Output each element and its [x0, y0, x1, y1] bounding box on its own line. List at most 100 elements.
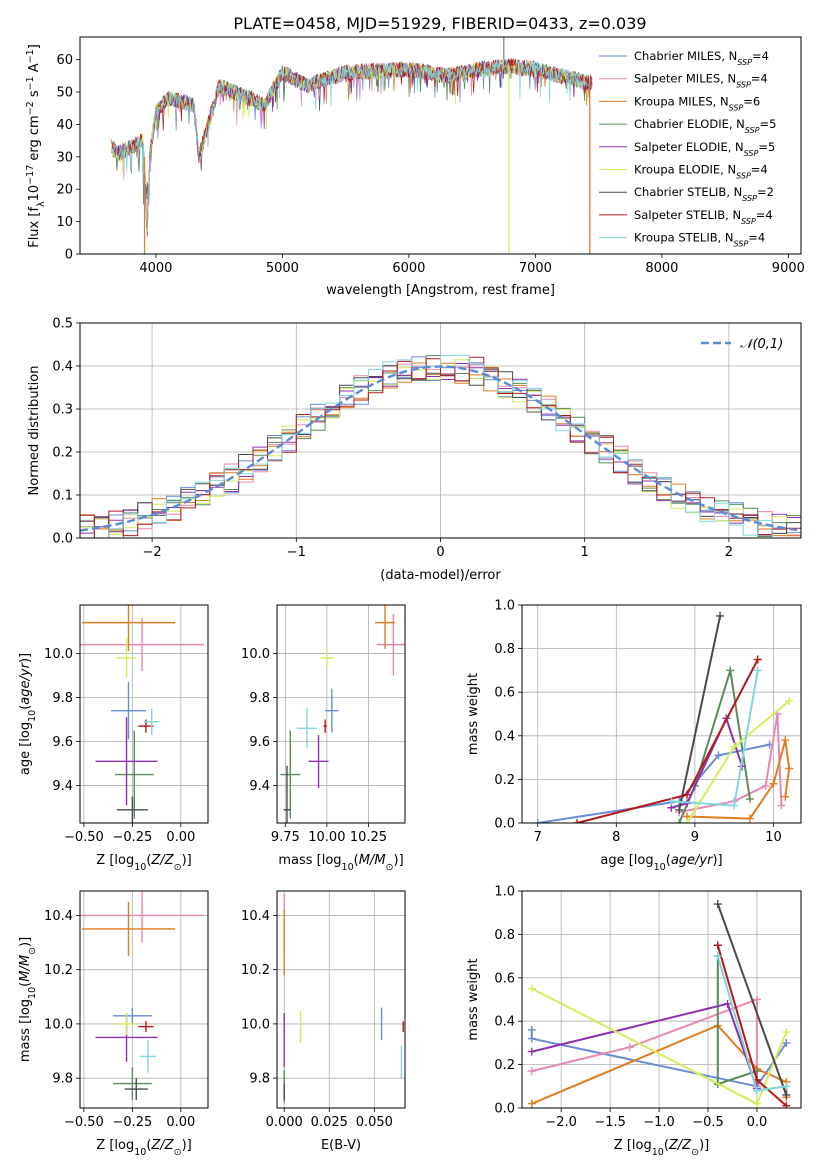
y-tick-label: 9.8 — [52, 1072, 73, 1087]
y-tick-label: 10.2 — [44, 963, 73, 978]
legend-sub: SSP — [736, 171, 751, 180]
panel-mass-weight-vs-Z: −2.0 −1.5 −1.0 −0.5 0.0 0.0 0.2 0.4 0.6 0.8 1.0 Z [… — [466, 885, 802, 1158]
label-part: age/yr — [671, 853, 714, 868]
legend-name: Chabrier MILES, N — [634, 49, 737, 63]
y-tick-label: 9.8 — [249, 1072, 270, 1087]
legend-label: Chabrier STELIB, NSSP=2 — [634, 185, 774, 203]
y-axis-label: mass [log10(M/M⊙)] — [18, 937, 38, 1062]
label-part: λ — [36, 201, 47, 207]
x-tick-label: 9000 — [772, 261, 805, 276]
label-part: age [log — [600, 853, 653, 868]
y-tick-label: 0.2 — [494, 773, 515, 788]
spectrum-line-8 — [111, 59, 591, 230]
x-tick-label: 4000 — [139, 261, 172, 276]
weight-marker-2 — [527, 1099, 536, 1108]
label-part: ( — [146, 853, 151, 868]
label-part: mass [log — [18, 999, 33, 1062]
y-tick-label: 1.0 — [494, 599, 515, 614]
x-tick-label: −1.5 — [594, 1115, 626, 1130]
weight-marker-7 — [782, 1101, 791, 1108]
y-tick-label: 0.2 — [494, 1058, 515, 1073]
label-part: ⊙ — [174, 862, 182, 873]
weight-marker-6 — [713, 900, 722, 909]
label-part: ( — [146, 1138, 151, 1153]
axes-frame — [79, 36, 802, 255]
panel-residual-hist: −2 −1 0 1 2 0.0 0.1 0.2 0.3 0.4 0.5 (data-model)/er… — [27, 317, 802, 583]
label-part: ( — [18, 705, 33, 710]
y-tick-label: 20 — [56, 183, 73, 198]
label-part: 10 — [27, 185, 42, 202]
x-tick-label: 5000 — [266, 261, 299, 276]
label-part: )] — [699, 1138, 709, 1153]
weight-line-0 — [530, 1029, 788, 1088]
label-part: 10 — [27, 710, 38, 722]
legend-value: =6 — [743, 94, 760, 108]
weight-marker-6 — [716, 611, 725, 620]
y-tick-label: 0.2 — [52, 446, 73, 461]
label-part: 10 — [134, 1147, 146, 1158]
x-tick-label: −0.50 — [64, 1115, 104, 1130]
y-tick-label: 0.0 — [494, 1102, 515, 1117]
y-tick-label: 0.6 — [494, 686, 515, 701]
figure-title: PLATE=0458, MJD=51929, FIBERID=0433, z=0… — [233, 14, 646, 33]
x-axis-label: wavelength [Angstrom, rest frame] — [326, 283, 555, 298]
label-part: ⊙ — [27, 947, 38, 955]
y-axis-label: age [log10(age/yr)] — [18, 653, 38, 775]
axes-frame — [79, 604, 209, 824]
label-part: −1 — [25, 49, 36, 63]
label-part: Z [log — [96, 1138, 134, 1153]
y-tick-label: 9.8 — [249, 691, 270, 706]
y-tick-label: 0.4 — [52, 360, 73, 375]
legend-name: Salpeter STELIB, N — [634, 208, 741, 222]
legend-label: Salpeter MILES, NSSP=4 — [634, 72, 768, 90]
weight-marker-2 — [781, 736, 790, 745]
weight-marker-1 — [752, 995, 761, 1004]
weight-marker-0 — [782, 1038, 791, 1047]
weight-line-1 — [531, 998, 758, 1087]
label-part: )] — [712, 853, 722, 868]
panel-mass-vs-Z: −0.50 −0.25 0.009.810.010.210.4Z [log10(Z/… — [18, 890, 209, 1158]
legend-label: Kroupa ELODIE, NSSP=4 — [634, 163, 768, 181]
y-tick-label: 0.1 — [52, 489, 73, 504]
legend-value: =4 — [751, 72, 768, 86]
legend-label: Chabrier MILES, NSSP=4 — [634, 49, 769, 67]
x-tick-label: 0.025 — [311, 1115, 348, 1130]
label-part: erg cm — [27, 115, 42, 164]
y-tick-label: 1.0 — [494, 885, 515, 900]
x-tick-label: 0.0 — [747, 1115, 768, 1130]
label-part: ( — [18, 982, 33, 987]
label-part: E(B-V) — [321, 1138, 361, 1153]
label-part: Z/Z — [150, 853, 174, 868]
legend-name: Salpeter MILES, N — [634, 72, 736, 86]
y-tick-label: 30 — [56, 150, 73, 165]
x-tick-label: 10.00 — [308, 830, 345, 845]
weight-marker-5 — [730, 742, 739, 751]
axes-frame — [276, 890, 406, 1109]
y-axis-label: mass weight — [466, 958, 481, 1040]
x-axis-label: (data-model)/error — [380, 568, 501, 583]
weight-marker-1 — [761, 781, 770, 790]
y-tick-label: 0.3 — [52, 403, 73, 418]
axes-frame — [79, 322, 802, 539]
weight-line-6 — [678, 615, 722, 811]
weight-marker-2 — [745, 814, 754, 823]
y-tick-label: 9.6 — [52, 735, 73, 750]
y-tick-label: 50 — [56, 86, 73, 101]
legend-sub: SSP — [742, 194, 757, 203]
x-tick-label: −1.0 — [643, 1115, 675, 1130]
label-part: ( — [354, 853, 359, 868]
x-tick-label: 7000 — [519, 261, 552, 276]
weight-marker-0 — [527, 1025, 536, 1034]
axes-frame — [276, 604, 406, 824]
weight-marker-3 — [726, 666, 735, 675]
x-tick-label: 0.00 — [166, 1115, 195, 1130]
y-tick-label: 0.8 — [494, 642, 515, 657]
weight-marker-0 — [533, 819, 542, 823]
label-part: )] — [394, 853, 404, 868]
legend-label: Salpeter STELIB, NSSP=4 — [634, 208, 773, 226]
weight-marker-5 — [782, 1028, 791, 1037]
weight-marker-4 — [723, 999, 732, 1008]
